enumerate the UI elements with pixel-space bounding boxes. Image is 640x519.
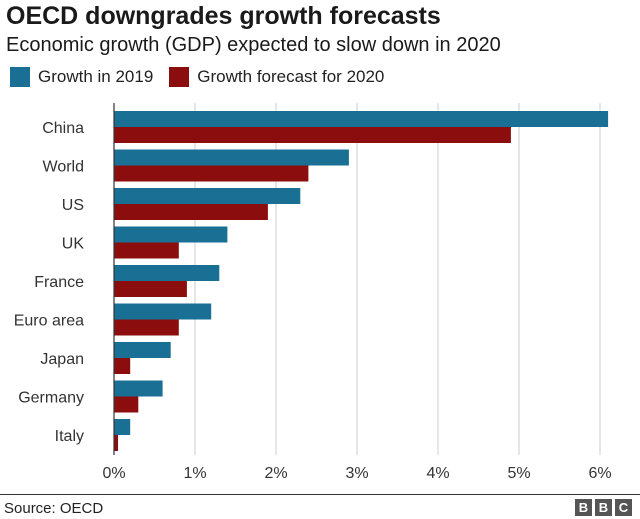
bar-2020 bbox=[114, 127, 511, 143]
bar-2020 bbox=[114, 435, 119, 451]
category-label: Germany bbox=[18, 390, 84, 407]
category-label: US bbox=[62, 197, 84, 214]
bar-2019 bbox=[114, 226, 228, 243]
footer-divider bbox=[0, 494, 640, 495]
chart-subtitle: Economic growth (GDP) expected to slow d… bbox=[6, 34, 501, 56]
bar-2019 bbox=[114, 380, 163, 397]
x-tick-label: 0% bbox=[102, 465, 125, 482]
legend-item-2019: Growth in 2019 bbox=[10, 67, 153, 87]
bar-2019 bbox=[114, 342, 171, 358]
axes: 0% 1% 2% 3% 4% 5% 6% bbox=[102, 103, 612, 482]
legend: Growth in 2019 Growth forecast for 2020 bbox=[10, 66, 400, 88]
category-label: World bbox=[43, 159, 85, 176]
category-label: France bbox=[34, 274, 84, 291]
category-labels: China World US UK France Euro area Japan German… bbox=[14, 120, 85, 445]
bars bbox=[114, 111, 609, 451]
legend-swatch-2019 bbox=[10, 67, 30, 87]
x-tick-label: 3% bbox=[345, 465, 368, 482]
bbc-logo-letter: C bbox=[615, 499, 632, 516]
bbc-logo-letter: B bbox=[575, 499, 592, 516]
source-note: Source: OECD bbox=[4, 500, 104, 517]
bar-2020 bbox=[114, 281, 187, 297]
x-tick-label: 6% bbox=[588, 465, 611, 482]
bbc-logo-letter: B bbox=[595, 499, 612, 516]
legend-label-2019: Growth in 2019 bbox=[38, 67, 154, 86]
bar-2019 bbox=[114, 303, 212, 320]
bbc-logo: B B C bbox=[575, 499, 632, 516]
x-tick-label: 1% bbox=[183, 465, 206, 482]
x-tick-label: 5% bbox=[507, 465, 530, 482]
legend-label-2020: Growth forecast for 2020 bbox=[197, 67, 385, 86]
bar-2019 bbox=[114, 149, 349, 166]
bar-2020 bbox=[114, 319, 179, 336]
bar-2019 bbox=[114, 188, 301, 204]
bar-2020 bbox=[114, 165, 309, 182]
bar-2019 bbox=[114, 111, 609, 127]
bar-2019 bbox=[114, 265, 220, 281]
bar-2019 bbox=[114, 419, 131, 435]
chart-title: OECD downgrades growth forecasts bbox=[6, 2, 441, 30]
category-label: Italy bbox=[55, 428, 84, 445]
category-label: Japan bbox=[40, 351, 84, 368]
x-tick-label: 2% bbox=[264, 465, 287, 482]
bar-2020 bbox=[114, 204, 268, 220]
bar-2020 bbox=[114, 396, 139, 413]
legend-item-2020: Growth forecast for 2020 bbox=[169, 67, 384, 87]
category-label: Euro area bbox=[14, 313, 84, 330]
bar-2020 bbox=[114, 242, 179, 259]
bar-2020 bbox=[114, 358, 131, 374]
x-tick-label: 4% bbox=[426, 465, 449, 482]
category-label: UK bbox=[62, 236, 85, 253]
category-label: China bbox=[42, 120, 84, 137]
legend-swatch-2020 bbox=[169, 67, 190, 87]
